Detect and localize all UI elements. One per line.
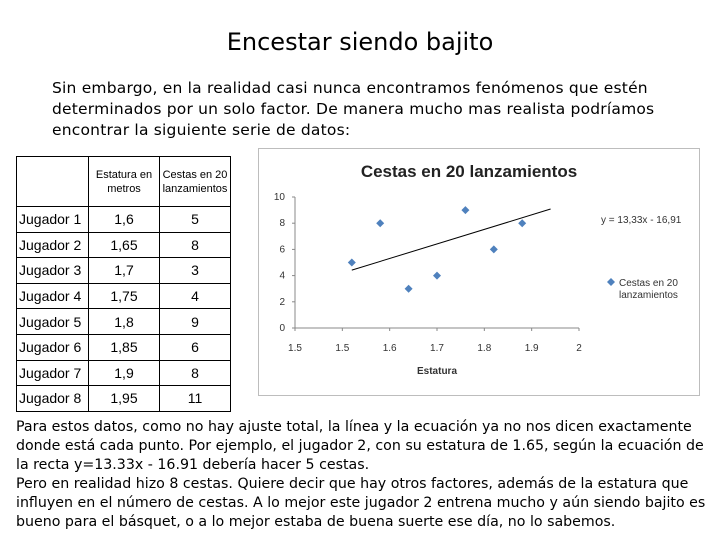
y-tick-label: 10 — [274, 192, 286, 203]
intro-paragraph: Sin embargo, en la realidad casi nunca e… — [52, 79, 655, 139]
height-cell: 1,9 — [88, 359, 160, 387]
data-point — [433, 271, 441, 280]
x-tick-label: 1.5 — [288, 343, 302, 354]
data-point — [461, 206, 470, 215]
table-row: Jugador 2 1,65 8 — [16, 231, 231, 259]
data-point — [489, 245, 498, 254]
data-point — [376, 219, 385, 228]
data-point — [404, 284, 413, 293]
table-header-baskets: Cestas en 20 lanzamientos — [159, 156, 231, 207]
y-tick-label: 2 — [279, 297, 285, 308]
x-tick-label: 1.9 — [525, 343, 539, 354]
baskets-cell: 9 — [159, 308, 231, 335]
player-name-cell: Jugador 8 — [16, 385, 89, 412]
height-cell: 1,65 — [88, 231, 160, 259]
baskets-cell: 5 — [159, 206, 231, 233]
baskets-cell: 11 — [159, 385, 231, 412]
table-header-empty — [16, 156, 89, 207]
height-cell: 1,8 — [88, 308, 160, 335]
outro-paragraph-1: Para estos datos, como no hay ajuste tot… — [16, 419, 704, 473]
table-header-row: Estatura en metros Cestas en 20 lanzamie… — [16, 156, 231, 207]
legend-label: Cestas en 20 lanzamientos — [619, 278, 678, 301]
table-row: Jugador 1 1,6 5 — [16, 206, 231, 233]
data-point — [518, 219, 527, 228]
outro-paragraph-2: Pero en realidad hizo 8 cestas. Quiere d… — [16, 476, 706, 530]
y-tick-label: 6 — [279, 244, 285, 255]
baskets-cell: 8 — [159, 231, 231, 259]
scatter-chart-svg: Cestas en 20 lanzamientos 0 2 4 6 8 10 1.5 1.5 1.… — [274, 162, 682, 377]
height-cell: 1,75 — [88, 282, 160, 310]
data-point — [347, 258, 356, 267]
table-row: Jugador 8 1,95 11 — [16, 385, 231, 412]
baskets-cell: 3 — [159, 257, 231, 284]
legend-marker — [607, 278, 615, 286]
table-header-height: Estatura en metros — [88, 156, 160, 207]
trendline-equation: y = 13,33x - 16,91 — [601, 215, 682, 226]
y-tick-label: 8 — [279, 218, 285, 229]
table-row: Jugador 4 1,75 4 — [16, 282, 231, 310]
x-tick-label: 1.7 — [430, 343, 444, 354]
x-tick-label: 2 — [576, 343, 582, 354]
player-name-cell: Jugador 7 — [16, 359, 89, 387]
table-row: Jugador 5 1,8 9 — [16, 308, 231, 335]
baskets-cell: 6 — [159, 333, 231, 361]
slide-title: Encestar siendo bajito — [226, 28, 494, 56]
table-row: Jugador 6 1,85 6 — [16, 333, 231, 361]
x-axis-label: Estatura — [417, 366, 457, 377]
player-name-cell: Jugador 3 — [16, 257, 89, 284]
outro-text: Para estos datos, como no hay ajuste tot… — [16, 418, 706, 532]
x-tick-label: 1.8 — [477, 343, 491, 354]
data-table: Estatura en metros Cestas en 20 lanzamie… — [16, 156, 231, 412]
x-tick-label: 1.5 — [335, 343, 349, 354]
table-row: Jugador 7 1,9 8 — [16, 359, 231, 387]
baskets-cell: 8 — [159, 359, 231, 387]
player-name-cell: Jugador 5 — [16, 308, 89, 335]
player-name-cell: Jugador 4 — [16, 282, 89, 310]
height-cell: 1,6 — [88, 206, 160, 233]
scatter-chart: Cestas en 20 lanzamientos 0 2 4 6 8 10 1.5 1.5 1.… — [258, 148, 700, 396]
height-cell: 1,7 — [88, 257, 160, 284]
player-name-cell: Jugador 6 — [16, 333, 89, 361]
player-name-cell: Jugador 2 — [16, 231, 89, 259]
trendline — [351, 208, 551, 271]
player-name-cell: Jugador 1 — [16, 206, 89, 233]
height-cell: 1,95 — [88, 385, 160, 412]
height-cell: 1,85 — [88, 333, 160, 361]
y-tick-label: 4 — [279, 271, 285, 282]
y-tick-label: 0 — [279, 323, 285, 334]
x-tick-label: 1.6 — [383, 343, 397, 354]
table-row: Jugador 3 1,7 3 — [16, 257, 231, 284]
baskets-cell: 4 — [159, 282, 231, 310]
chart-title: Cestas en 20 lanzamientos — [361, 162, 577, 181]
